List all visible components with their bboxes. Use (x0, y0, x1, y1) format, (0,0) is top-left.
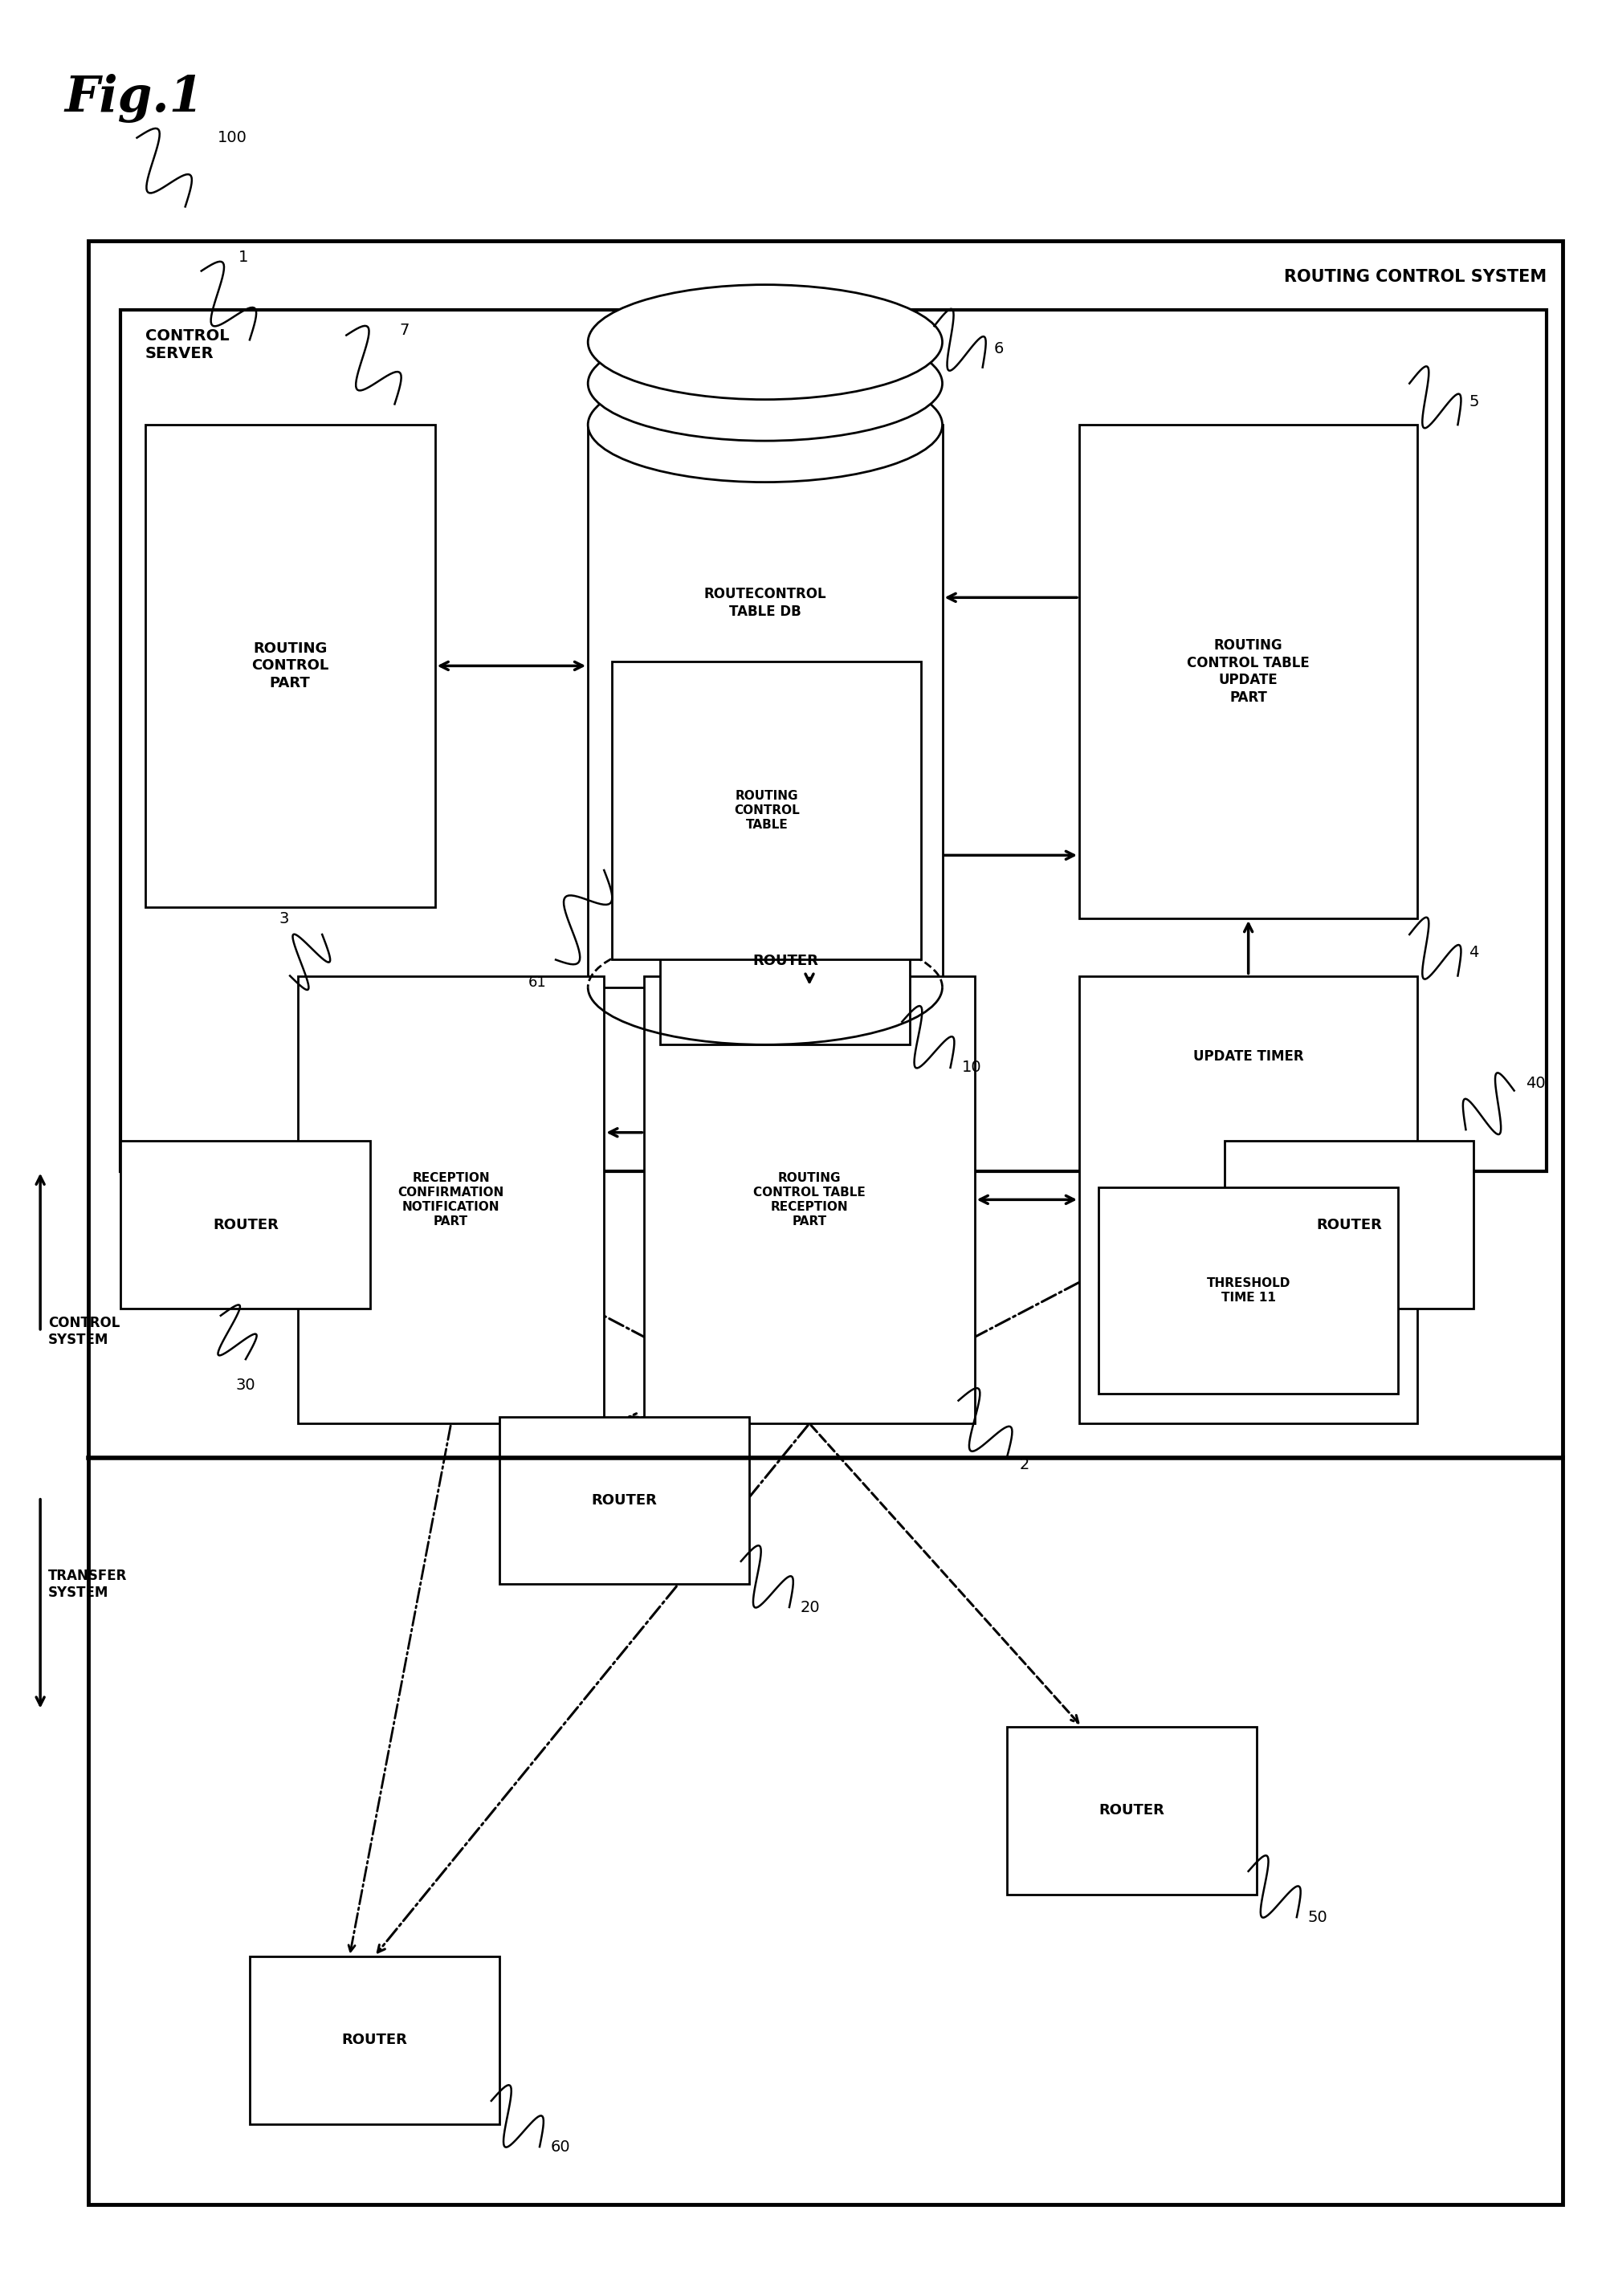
Text: CONTROL
SERVER: CONTROL SERVER (145, 328, 229, 360)
Bar (298, 976, 604, 1424)
Text: 5: 5 (1468, 395, 1478, 409)
Text: ROUTER: ROUTER (752, 953, 818, 969)
Text: 50: 50 (1307, 1910, 1327, 1924)
Text: 30: 30 (235, 1378, 256, 1394)
Ellipse shape (588, 367, 942, 482)
Text: ROUTER: ROUTER (1098, 1802, 1164, 1818)
Text: 61: 61 (528, 976, 546, 990)
Bar (612, 661, 921, 960)
Text: ROUTECONTROL
TABLE DB: ROUTECONTROL TABLE DB (704, 588, 826, 620)
Bar (1224, 1141, 1473, 1309)
Bar (121, 310, 1546, 1171)
Text: ROUTER: ROUTER (591, 1492, 657, 1508)
Text: ROUTING
CONTROL TABLE
RECEPTION
PART: ROUTING CONTROL TABLE RECEPTION PART (753, 1171, 865, 1228)
Text: 4: 4 (1468, 946, 1478, 960)
Bar (1098, 1187, 1397, 1394)
Bar (145, 425, 435, 907)
Text: TRANSFER
SYSTEM: TRANSFER SYSTEM (48, 1568, 127, 1600)
Text: ROUTING CONTROL SYSTEM: ROUTING CONTROL SYSTEM (1283, 269, 1546, 285)
Text: ROUTER: ROUTER (341, 2032, 407, 2048)
Bar (644, 976, 974, 1424)
Text: 40: 40 (1525, 1077, 1544, 1091)
Text: ROUTING
CONTROL
PART: ROUTING CONTROL PART (251, 641, 328, 691)
Text: 1: 1 (238, 250, 248, 264)
Text: 10: 10 (961, 1061, 980, 1075)
Text: 6: 6 (993, 342, 1003, 356)
Bar (1079, 976, 1417, 1424)
Text: ROUTING
CONTROL TABLE
UPDATE
PART: ROUTING CONTROL TABLE UPDATE PART (1187, 638, 1309, 705)
Text: 7: 7 (399, 324, 409, 338)
Bar (588, 425, 942, 987)
Bar (250, 1956, 499, 2124)
Text: 60: 60 (551, 2140, 570, 2154)
Ellipse shape (588, 285, 942, 400)
Bar (89, 241, 1562, 2204)
Bar (1006, 1727, 1256, 1894)
Text: UPDATE TIMER: UPDATE TIMER (1193, 1049, 1302, 1063)
Text: 2: 2 (1019, 1458, 1029, 1472)
Text: ROUTER: ROUTER (213, 1217, 279, 1233)
Bar (1079, 425, 1417, 918)
Ellipse shape (588, 326, 942, 441)
Bar (499, 1417, 749, 1584)
Text: 100: 100 (217, 131, 246, 145)
Text: ROUTER: ROUTER (1315, 1217, 1381, 1233)
Text: ROUTING
CONTROL
TABLE: ROUTING CONTROL TABLE (734, 790, 799, 831)
Text: 20: 20 (800, 1600, 819, 1614)
Text: 3: 3 (279, 912, 288, 925)
Text: CONTROL
SYSTEM: CONTROL SYSTEM (48, 1316, 121, 1348)
Bar (660, 877, 910, 1045)
Text: RECEPTION
CONFIRMATION
NOTIFICATION
PART: RECEPTION CONFIRMATION NOTIFICATION PART (398, 1171, 504, 1228)
Text: THRESHOLD
TIME 11: THRESHOLD TIME 11 (1206, 1277, 1290, 1304)
Bar (121, 1141, 370, 1309)
Text: Fig.1: Fig.1 (64, 73, 203, 122)
